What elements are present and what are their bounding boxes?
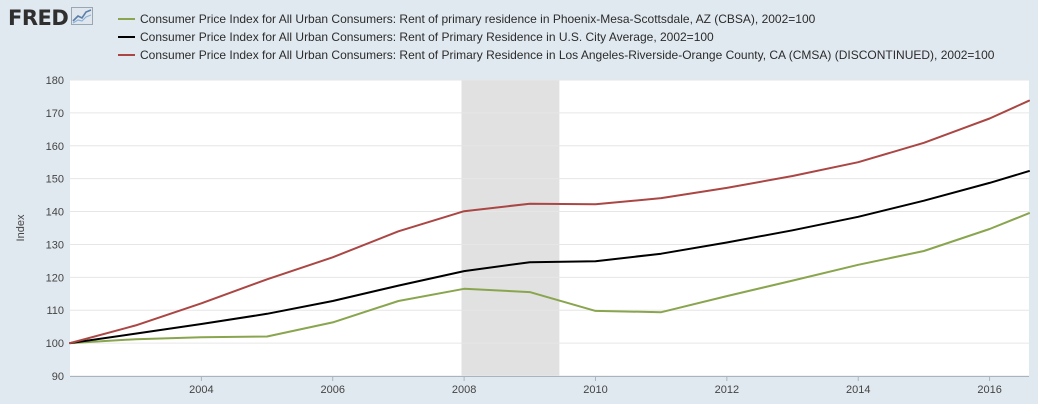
y-tick-label: 90 — [52, 371, 64, 383]
series-line-phoenix[interactable] — [69, 212, 1030, 345]
series-line-los-angeles[interactable] — [69, 99, 1030, 345]
series-line-us-city-average[interactable] — [69, 170, 1030, 345]
x-tick-label: 2004 — [189, 384, 213, 396]
x-tick-label: 2016 — [977, 384, 1001, 396]
y-tick-label: 110 — [46, 305, 64, 317]
legend-item-los-angeles[interactable]: Consumer Price Index for All Urban Consu… — [118, 46, 994, 64]
y-axis-title: Index — [15, 214, 27, 241]
legend-swatch-us-city-average — [118, 36, 135, 38]
chart-header: FRED Consumer Price Index for All Urban … — [0, 0, 1038, 70]
legend-item-us-city-average[interactable]: Consumer Price Index for All Urban Consu… — [118, 28, 994, 46]
legend-swatch-phoenix — [118, 18, 135, 20]
y-tick-label: 120 — [46, 272, 64, 284]
y-tick-label: 150 — [46, 174, 64, 186]
y-tick-label: 130 — [46, 239, 64, 251]
legend-label-us-city-average: Consumer Price Index for All Urban Consu… — [140, 30, 714, 44]
legend-label-phoenix: Consumer Price Index for All Urban Consu… — [140, 12, 816, 26]
y-tick-label: 160 — [46, 141, 64, 153]
chart-legend: Consumer Price Index for All Urban Consu… — [118, 10, 994, 64]
legend-label-los-angeles: Consumer Price Index for All Urban Consu… — [140, 48, 995, 62]
y-tick-label: 100 — [46, 338, 64, 350]
legend-item-phoenix[interactable]: Consumer Price Index for All Urban Consu… — [118, 10, 994, 28]
x-tick-label: 2014 — [846, 384, 870, 396]
y-tick-label: 170 — [46, 108, 64, 120]
x-tick-label: 2012 — [715, 384, 739, 396]
recession-shading — [461, 80, 560, 376]
y-tick-label: 140 — [46, 207, 64, 219]
y-tick-label: 180 — [46, 75, 64, 87]
x-tick-label: 2006 — [320, 384, 344, 396]
legend-swatch-los-angeles — [118, 54, 135, 56]
line-chart-icon — [71, 6, 94, 30]
x-tick-label: 2008 — [452, 384, 476, 396]
fred-logo[interactable]: FRED — [8, 6, 94, 30]
fred-logo-text: FRED — [8, 6, 69, 30]
x-tick-label: 2010 — [583, 384, 607, 396]
